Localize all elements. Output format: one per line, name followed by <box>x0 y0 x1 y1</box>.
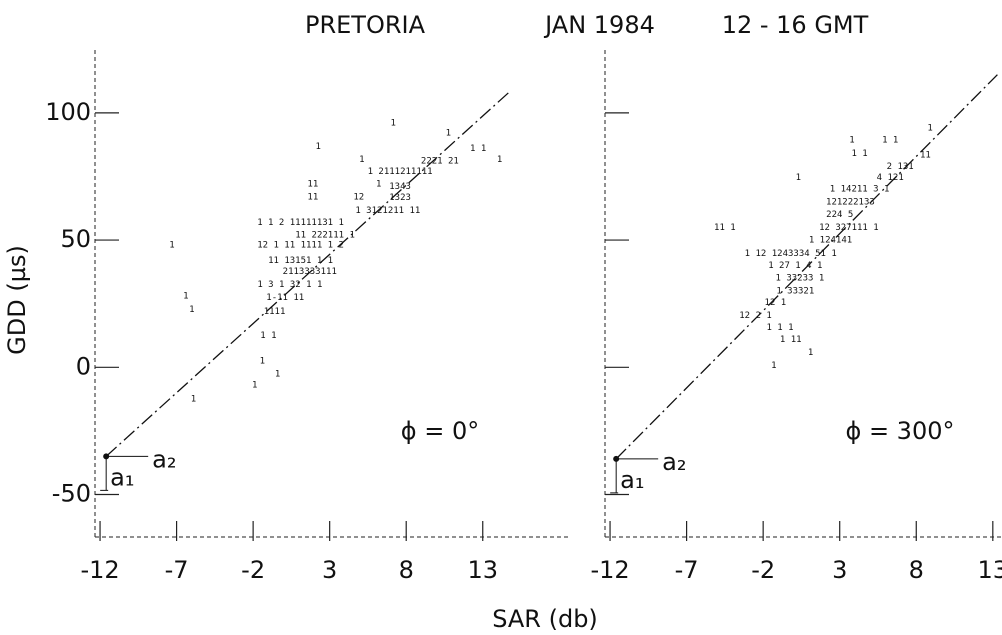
a1-leader <box>610 458 619 494</box>
data-point: 1 <box>808 348 813 358</box>
x-tick-label: -2 <box>751 556 775 584</box>
a1-label: a₁ <box>620 466 644 494</box>
x-tick-label: -2 <box>241 556 265 584</box>
y-tick-label: 0 <box>76 352 91 380</box>
data-point: 1 <box>390 119 395 129</box>
data-point: 12 327111 1 <box>819 223 879 233</box>
a2-label: a₂ <box>662 448 686 476</box>
x-tick-label: -7 <box>675 556 699 584</box>
data-point: 2 131 <box>887 162 914 172</box>
x-tick-label: -12 <box>590 556 629 584</box>
data-point: 12 2 1 <box>739 311 772 321</box>
data-point: 1 27 1 4 1 <box>768 261 822 271</box>
data-point: 1 <box>927 124 932 134</box>
phi-annotation: ϕ = 0° <box>401 417 479 445</box>
y-tick-label: 50 <box>60 225 91 253</box>
fit-line <box>105 92 510 457</box>
data-point: 1-11 11 <box>266 293 304 303</box>
data-point: 1 1 <box>260 331 276 341</box>
data-point: 1 <box>191 395 196 405</box>
data-point: 1 <box>359 155 364 165</box>
data-point: 1 <box>315 142 320 152</box>
x-tick-label: -12 <box>80 556 119 584</box>
data-point: 1 <box>376 180 381 190</box>
data-point: 1 2111211111 <box>368 167 433 177</box>
data-point: 224 5 <box>826 210 853 220</box>
a1-leader <box>100 456 109 491</box>
data-point: 11 <box>307 180 318 190</box>
a2-label: a₂ <box>152 445 176 473</box>
data-point: 1 <box>497 155 502 165</box>
data-point: 1343 <box>389 182 411 192</box>
data-point: 1 <box>796 173 801 183</box>
data-point: 1 <box>446 129 451 139</box>
data-point: 1 <box>252 381 257 391</box>
data-point: 11 <box>307 192 318 202</box>
data-point: 1 33233 1 <box>776 274 825 284</box>
data-point: 11 13151 1 1 <box>268 256 333 266</box>
data-point: 1 11 <box>780 335 802 345</box>
data-point: 1 12 1243334 51 1 <box>745 249 837 259</box>
x-tick-label: 3 <box>832 556 847 584</box>
data-point: 1 1 <box>470 144 486 154</box>
data-point: 1 <box>849 135 854 145</box>
data-point: 1 <box>169 241 174 251</box>
data-point: 1 <box>771 361 776 371</box>
title-time: 12 - 16 GMT <box>722 11 869 39</box>
data-point: 11 <box>920 150 931 160</box>
data-point: 1 <box>183 292 188 302</box>
data-point: 4 121 <box>877 173 904 183</box>
data-point: 1 <box>189 305 194 315</box>
data-point: 1 <box>260 357 265 367</box>
data-point: 1 1 1 <box>766 323 793 333</box>
title-date: JAN 1984 <box>543 11 655 39</box>
title-location: PRETORIA <box>305 11 426 39</box>
data-point: 1 3121211 11 <box>355 206 420 216</box>
y-axis-label: GDD (µs) <box>3 245 31 355</box>
x-tick-label: 3 <box>322 556 337 584</box>
phi-annotation: ϕ = 300° <box>845 417 954 445</box>
data-point: 121222133 <box>826 197 875 207</box>
x-tick-label: 13 <box>978 556 1002 584</box>
x-tick-label: 8 <box>909 556 924 584</box>
data-point: 1 1 2 11111131 1 <box>257 218 344 228</box>
data-point: 1 3 1 32 1 1 <box>257 280 322 290</box>
y-tick-label: 100 <box>45 98 91 126</box>
data-point: 1323 <box>389 193 411 203</box>
x-tick-label: -7 <box>165 556 189 584</box>
data-point: 1 124141 <box>809 236 852 246</box>
x-tick-label: 8 <box>399 556 414 584</box>
data-point: 1 1 <box>882 135 898 145</box>
fit-line <box>615 74 998 460</box>
data-point: 12 1 11 1111 1 2 <box>257 241 344 251</box>
data-point: 2221 21 <box>421 157 459 167</box>
data-point: 2113333111 <box>283 267 337 277</box>
a1-label: a₁ <box>110 463 134 491</box>
data-point: 1 33321 <box>776 286 814 296</box>
data-point: 12 <box>353 192 364 202</box>
x-tick-label: 13 <box>467 556 498 584</box>
data-point: 1 14211 3 1 <box>830 185 890 195</box>
data-point: 11 1 <box>714 223 736 233</box>
data-point: 1111 <box>264 307 286 317</box>
x-axis-label: SAR (db) <box>492 605 598 633</box>
data-point: 1 <box>275 370 280 380</box>
data-point: 11 222111 1 <box>295 230 355 240</box>
y-tick-label: -50 <box>52 480 91 508</box>
data-point: 1 1 <box>851 149 867 159</box>
data-point: 12 1 <box>765 298 787 308</box>
